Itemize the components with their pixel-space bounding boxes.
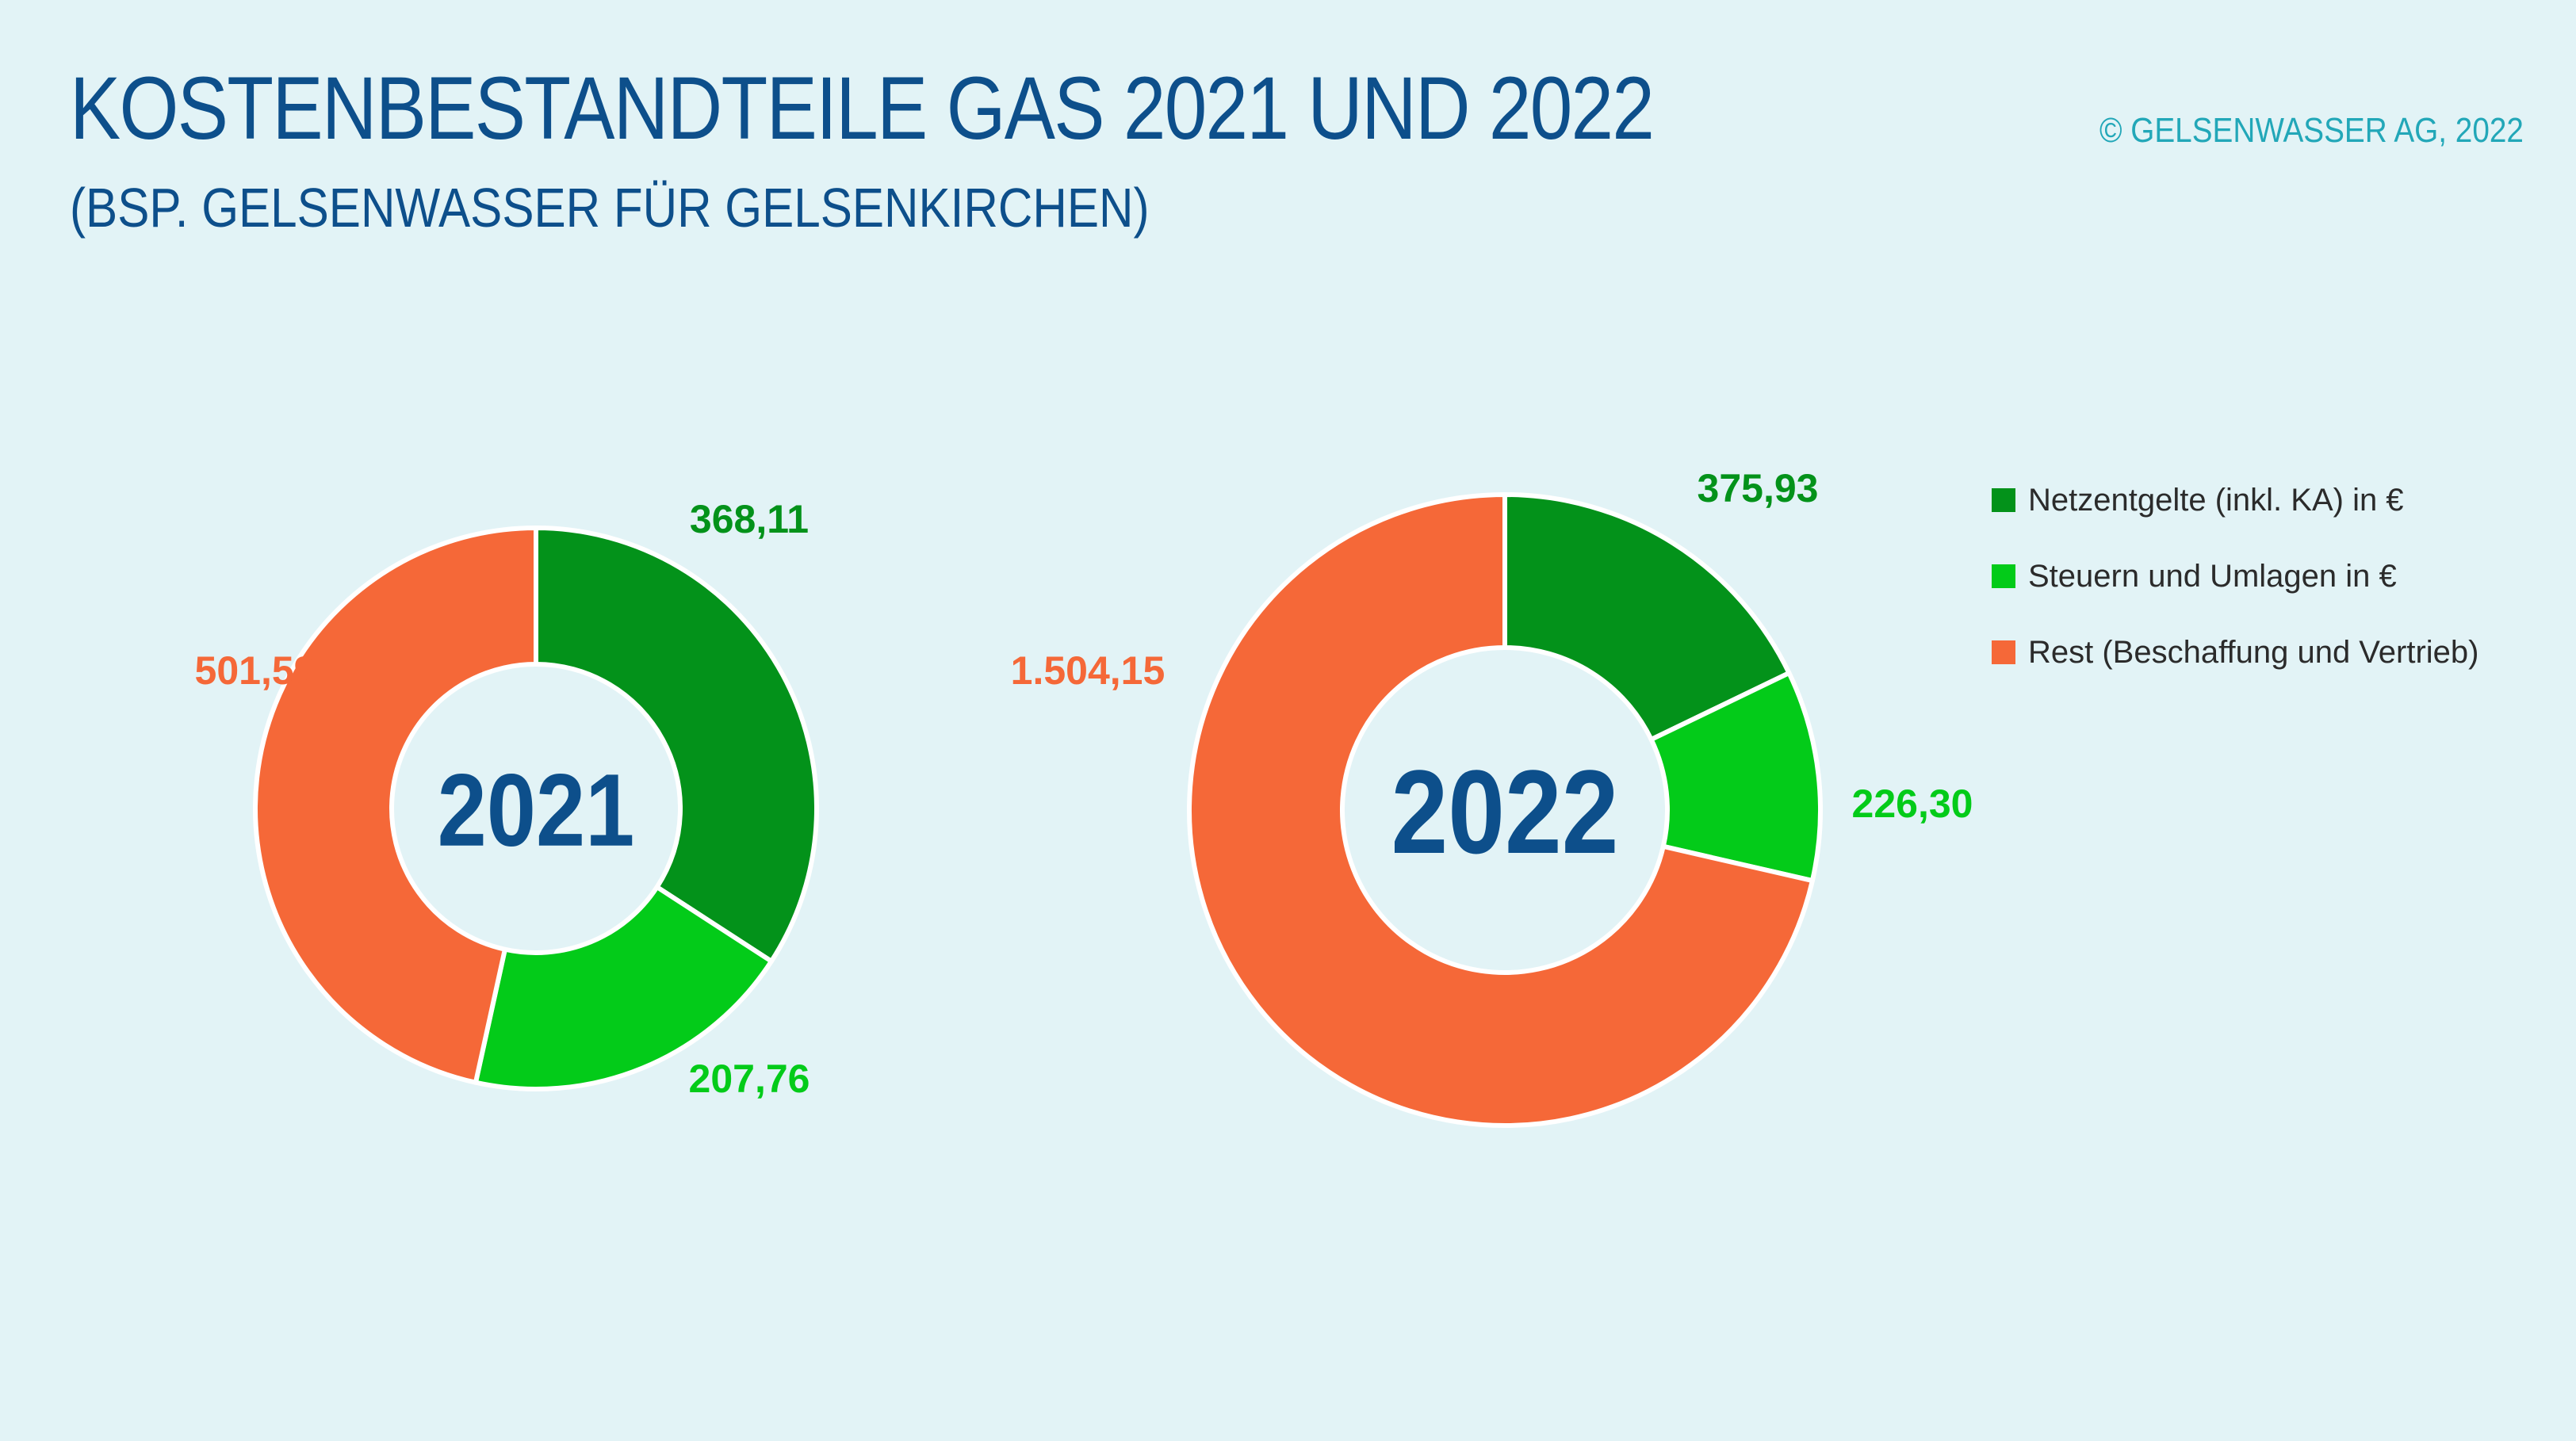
chart-legend: Netzentgelte (inkl. KA) in € Steuern und … — [1992, 483, 2478, 670]
data-label-2022-steuern-und-umlagen-in: 226,30 — [1852, 782, 1973, 826]
data-label-2021-steuern-und-umlagen-in: 207,76 — [689, 1057, 810, 1101]
slice-2022-steuern-und-umlagen-in — [1648, 671, 1823, 884]
legend-label-netzentgelte-inkl-ka-in: Netzentgelte (inkl. KA) in € — [2028, 483, 2404, 518]
legend-label-rest-beschaffung-und-vertrieb: Rest (Beschaffung und Vertrieb) — [2028, 635, 2478, 670]
legend-label-steuern-und-umlagen-in: Steuern und Umlagen in € — [2028, 559, 2397, 594]
page-subtitle: (BSP. GELSENWASSER FÜR GELSENKIRCHEN) — [70, 177, 1150, 239]
slice-2022-rest-beschaffung-und-vertrieb — [1187, 492, 1815, 1128]
data-label-2021-netzentgelte-inkl-ka-in: 368,11 — [690, 497, 809, 541]
legend-swatch-steuern-und-umlagen-in — [1992, 564, 2015, 588]
data-label-2022-rest-beschaffung-und-vertrieb: 1.504,15 — [1011, 648, 1166, 693]
copyright-notice: © GELSENWASSER AG, 2022 — [2099, 111, 2524, 150]
slice-2021-steuern-und-umlagen-in — [473, 885, 774, 1091]
slice-2021-netzentgelte-inkl-ka-in — [534, 526, 819, 964]
data-label-2022-netzentgelte-inkl-ka-in: 375,93 — [1698, 466, 1819, 510]
legend-swatch-rest-beschaffung-und-vertrieb — [1992, 640, 2015, 664]
donut-2021: 368,11 207,76 501,59 2021 — [195, 497, 819, 1101]
data-label-2021-rest-beschaffung-und-vertrieb: 501,59 — [195, 648, 316, 693]
page-title: KOSTENBESTANDTEILE GAS 2021 UND 2022 — [70, 59, 1655, 158]
slice-2022-netzentgelte-inkl-ka-in — [1502, 492, 1792, 742]
center-label-2021: 2021 — [438, 752, 635, 868]
donut-2022: 375,93 226,30 1.504,15 2022 — [1011, 466, 1973, 1128]
center-label-2022: 2022 — [1391, 745, 1619, 878]
legend-swatch-netzentgelte-inkl-ka-in — [1992, 488, 2015, 512]
slice-2021-rest-beschaffung-und-vertrieb — [252, 526, 538, 1085]
